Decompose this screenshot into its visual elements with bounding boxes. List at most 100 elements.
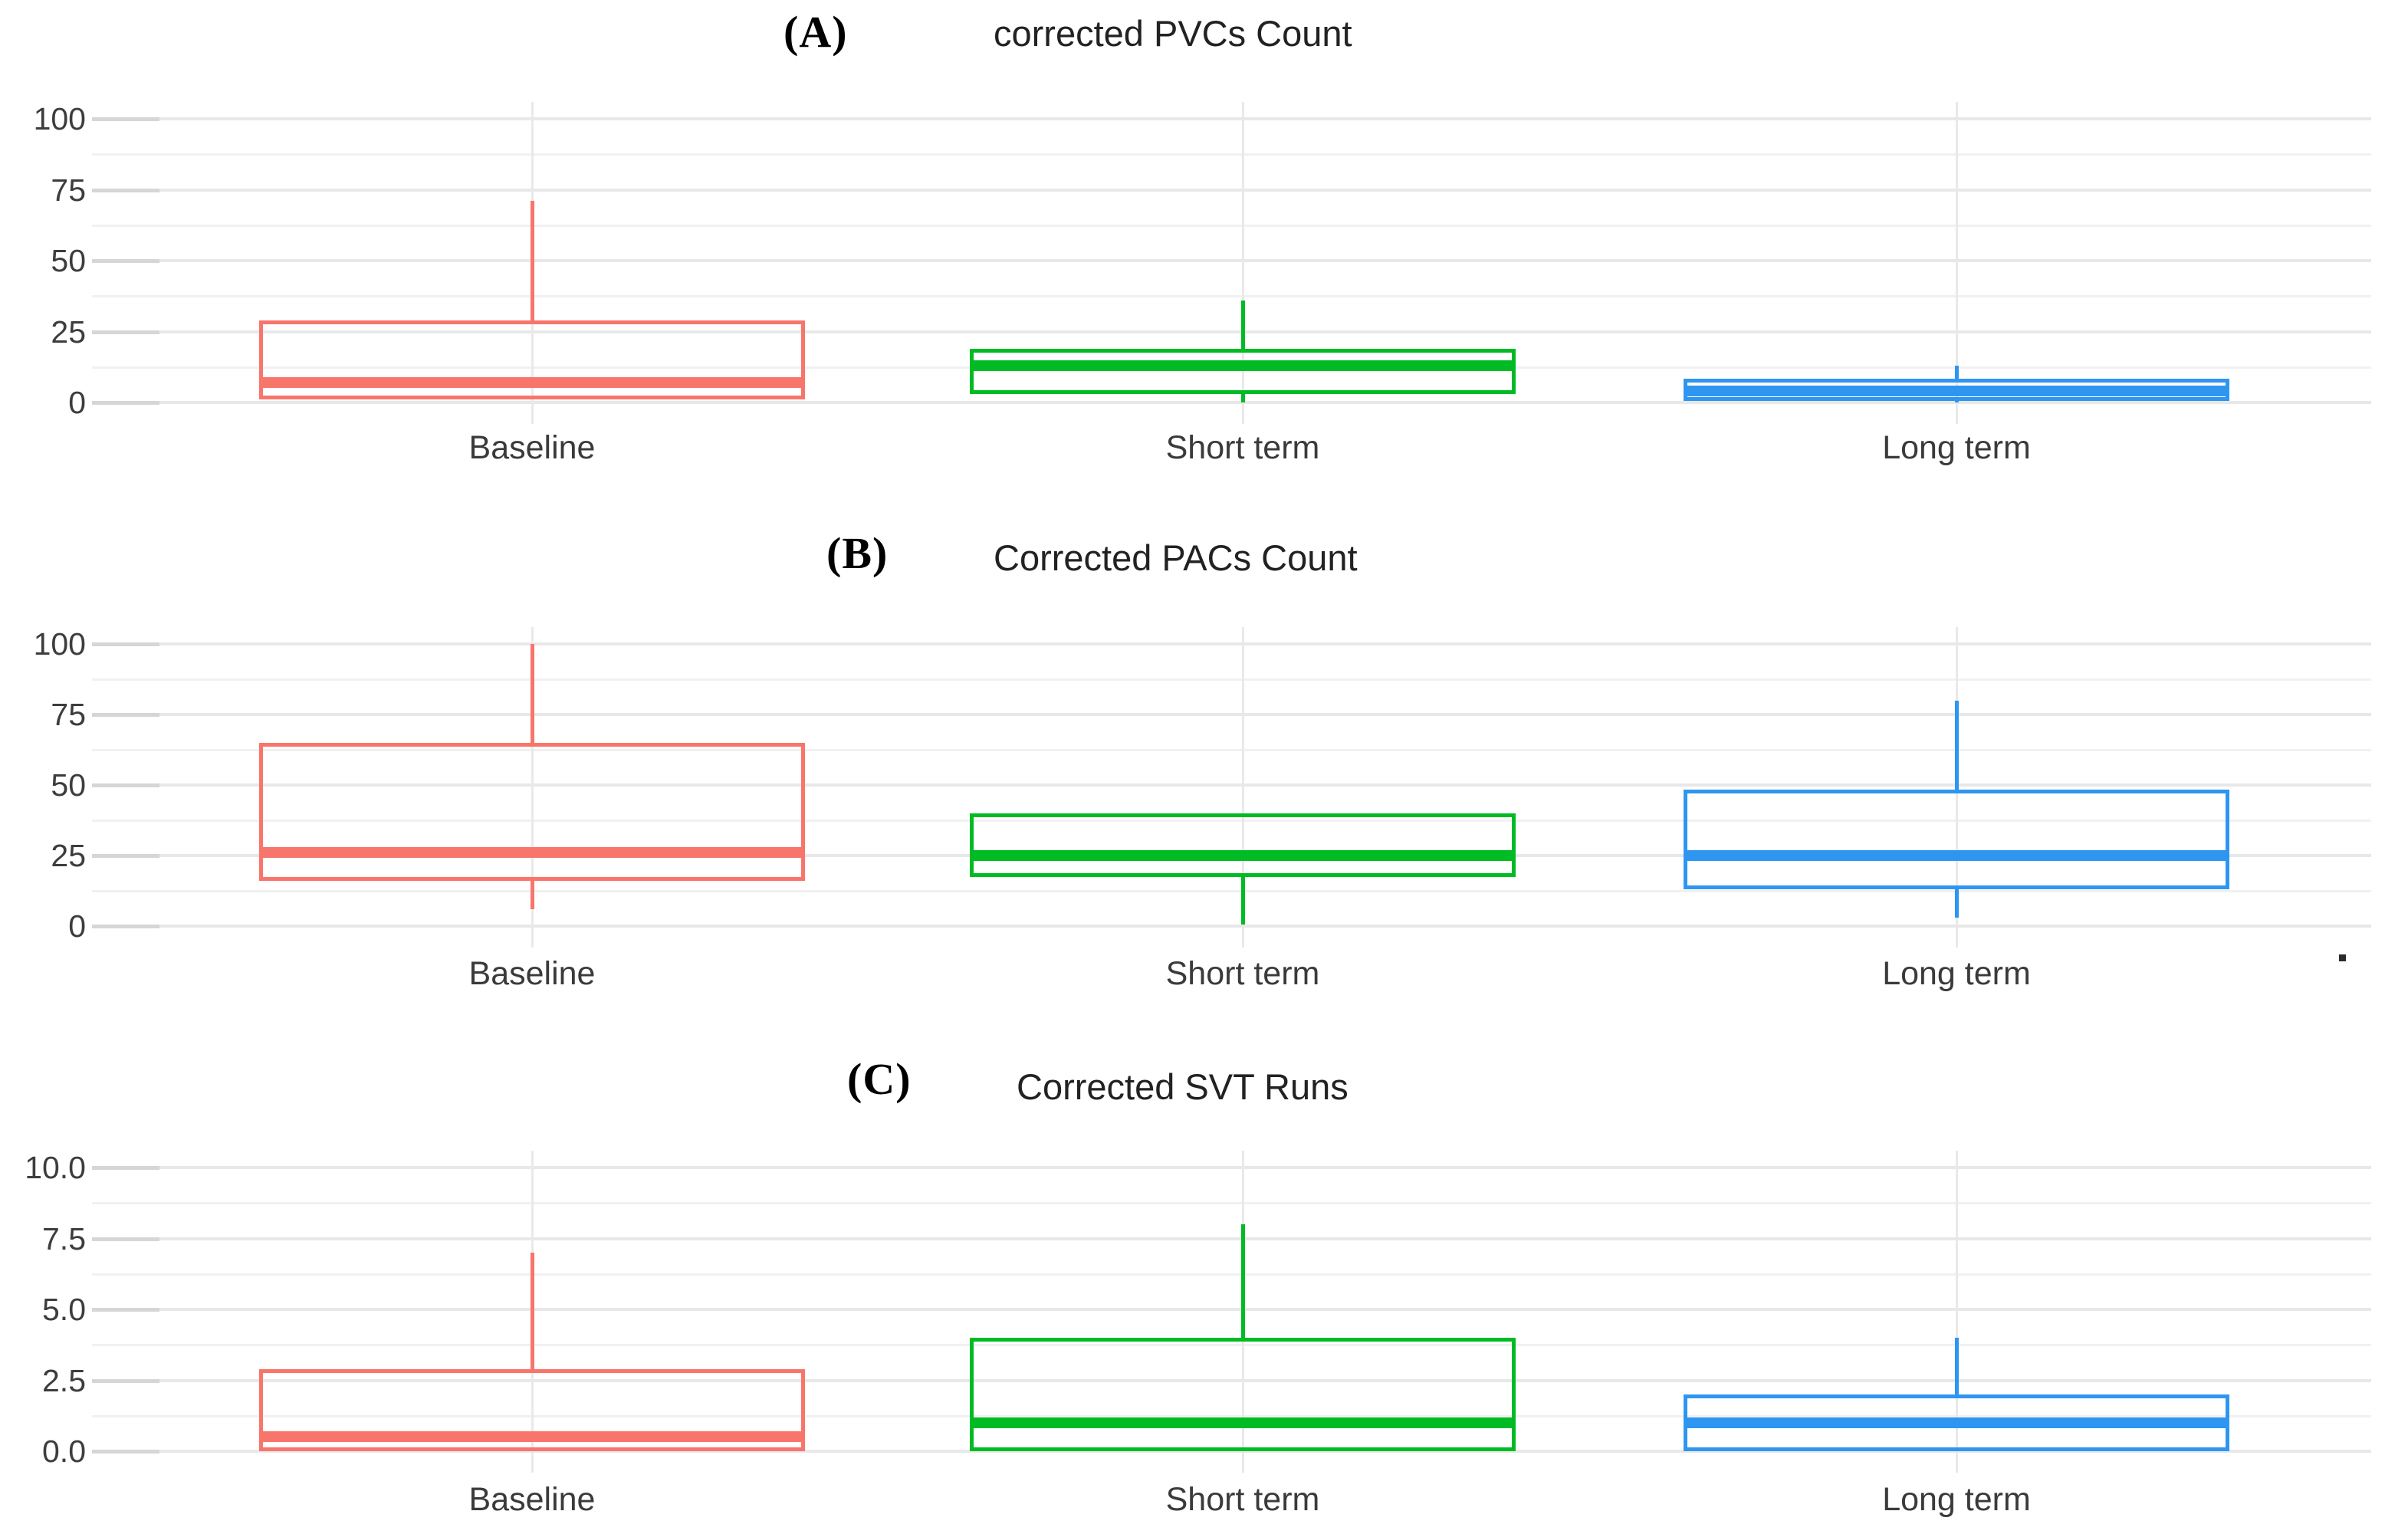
major-gridline (92, 1450, 2371, 1453)
y-tick-label: 2.5 (42, 1362, 86, 1398)
box-long-term (1684, 789, 2229, 890)
category-label: Baseline (468, 1481, 596, 1518)
major-gridline (92, 783, 2371, 787)
box-short-term (970, 813, 1516, 877)
minor-gridline (92, 678, 2371, 681)
y-tick-label: 0.0 (42, 1434, 86, 1469)
major-gridline (92, 642, 2371, 645)
y-tick-label: 7.5 (42, 1220, 86, 1256)
lower-whisker (1955, 401, 1959, 402)
y-tick-label: 50 (51, 767, 86, 803)
upper-whisker (1955, 365, 1959, 379)
y-tick (92, 188, 159, 192)
y-tick (92, 925, 159, 928)
minor-gridline (92, 1414, 2371, 1417)
y-tick-label: 100 (33, 101, 86, 136)
y-tick-label: 0 (68, 385, 86, 420)
major-gridline (92, 713, 2371, 716)
box-baseline (259, 742, 805, 882)
category-label: Long term (1882, 429, 2031, 466)
panel-b-title: Corrected PACs Count (994, 537, 1358, 578)
y-tick-label: 100 (33, 626, 86, 662)
y-tick-label: 0 (68, 908, 86, 944)
minor-gridline (92, 890, 2371, 892)
major-gridline (92, 1378, 2371, 1382)
y-tick-label: 25 (51, 838, 86, 873)
category-label: Baseline (468, 429, 596, 466)
median-line (1687, 849, 2226, 861)
y-tick (92, 117, 159, 121)
panel-c-letter: (C) (847, 1054, 912, 1104)
y-tick (92, 330, 159, 334)
category-label: Short term (1165, 1481, 1320, 1518)
category-gridline (1956, 102, 1958, 424)
y-tick (92, 854, 159, 858)
y-tick (92, 783, 159, 787)
major-gridline (92, 401, 2371, 404)
major-gridline (92, 188, 2371, 192)
upper-whisker (531, 644, 534, 743)
median-line (263, 847, 801, 859)
median-line (263, 1431, 801, 1443)
lower-whisker (1955, 889, 1959, 918)
minor-gridline (92, 820, 2371, 822)
box-baseline (259, 320, 805, 400)
y-tick-label: 10.0 (25, 1150, 86, 1185)
median-line (974, 849, 1512, 861)
category-gridline (531, 627, 534, 948)
y-tick (92, 642, 159, 646)
median-line (263, 377, 801, 389)
y-tick (92, 1166, 159, 1170)
upper-whisker (1955, 700, 1959, 790)
median-line (974, 1417, 1512, 1428)
y-tick (92, 1308, 159, 1312)
box-long-term (1684, 378, 2229, 402)
y-tick-label: 75 (51, 172, 86, 208)
median-line (1687, 1417, 2226, 1428)
minor-gridline (92, 153, 2371, 156)
major-gridline (92, 117, 2371, 120)
minor-gridline (92, 749, 2371, 751)
minor-gridline (92, 224, 2371, 227)
category-label: Baseline (468, 955, 596, 992)
minor-gridline (92, 295, 2371, 298)
box-short-term (970, 348, 1516, 394)
upper-whisker (1955, 1338, 1959, 1394)
y-tick-label: 5.0 (42, 1292, 86, 1327)
box-short-term (970, 1338, 1516, 1451)
category-label: Short term (1165, 429, 1320, 466)
minor-gridline (92, 1202, 2371, 1205)
category-label: Long term (1882, 1481, 2031, 1518)
panel-c-title: Corrected SVT Runs (1017, 1066, 1349, 1107)
y-tick (92, 1378, 159, 1383)
box-baseline (259, 1368, 805, 1451)
box-long-term (1684, 1394, 2229, 1451)
major-gridline (92, 1166, 2371, 1169)
minor-gridline (92, 1273, 2371, 1276)
minor-gridline (92, 1344, 2371, 1347)
lower-whisker (1241, 393, 1245, 402)
category-label: Short term (1165, 955, 1320, 992)
upper-whisker (531, 1253, 534, 1369)
major-gridline (92, 925, 2371, 928)
category-gridline (1956, 1151, 1958, 1473)
upper-whisker (1241, 1224, 1245, 1338)
category-label: Long term (1882, 955, 2031, 992)
y-tick (92, 259, 159, 263)
stray-dot (2339, 954, 2346, 961)
major-gridline (92, 1308, 2371, 1311)
y-tick-label: 50 (51, 243, 86, 278)
lower-whisker (531, 881, 534, 909)
y-tick-label: 75 (51, 697, 86, 732)
major-gridline (92, 330, 2371, 333)
y-tick (92, 1237, 159, 1241)
major-gridline (92, 259, 2371, 262)
median-line (1687, 386, 2226, 397)
upper-whisker (531, 201, 534, 320)
major-gridline (92, 1237, 2371, 1240)
category-gridline (1242, 102, 1244, 424)
panel-a-letter: (A) (784, 7, 848, 57)
y-tick (92, 1450, 159, 1454)
y-tick-label: 25 (51, 314, 86, 350)
